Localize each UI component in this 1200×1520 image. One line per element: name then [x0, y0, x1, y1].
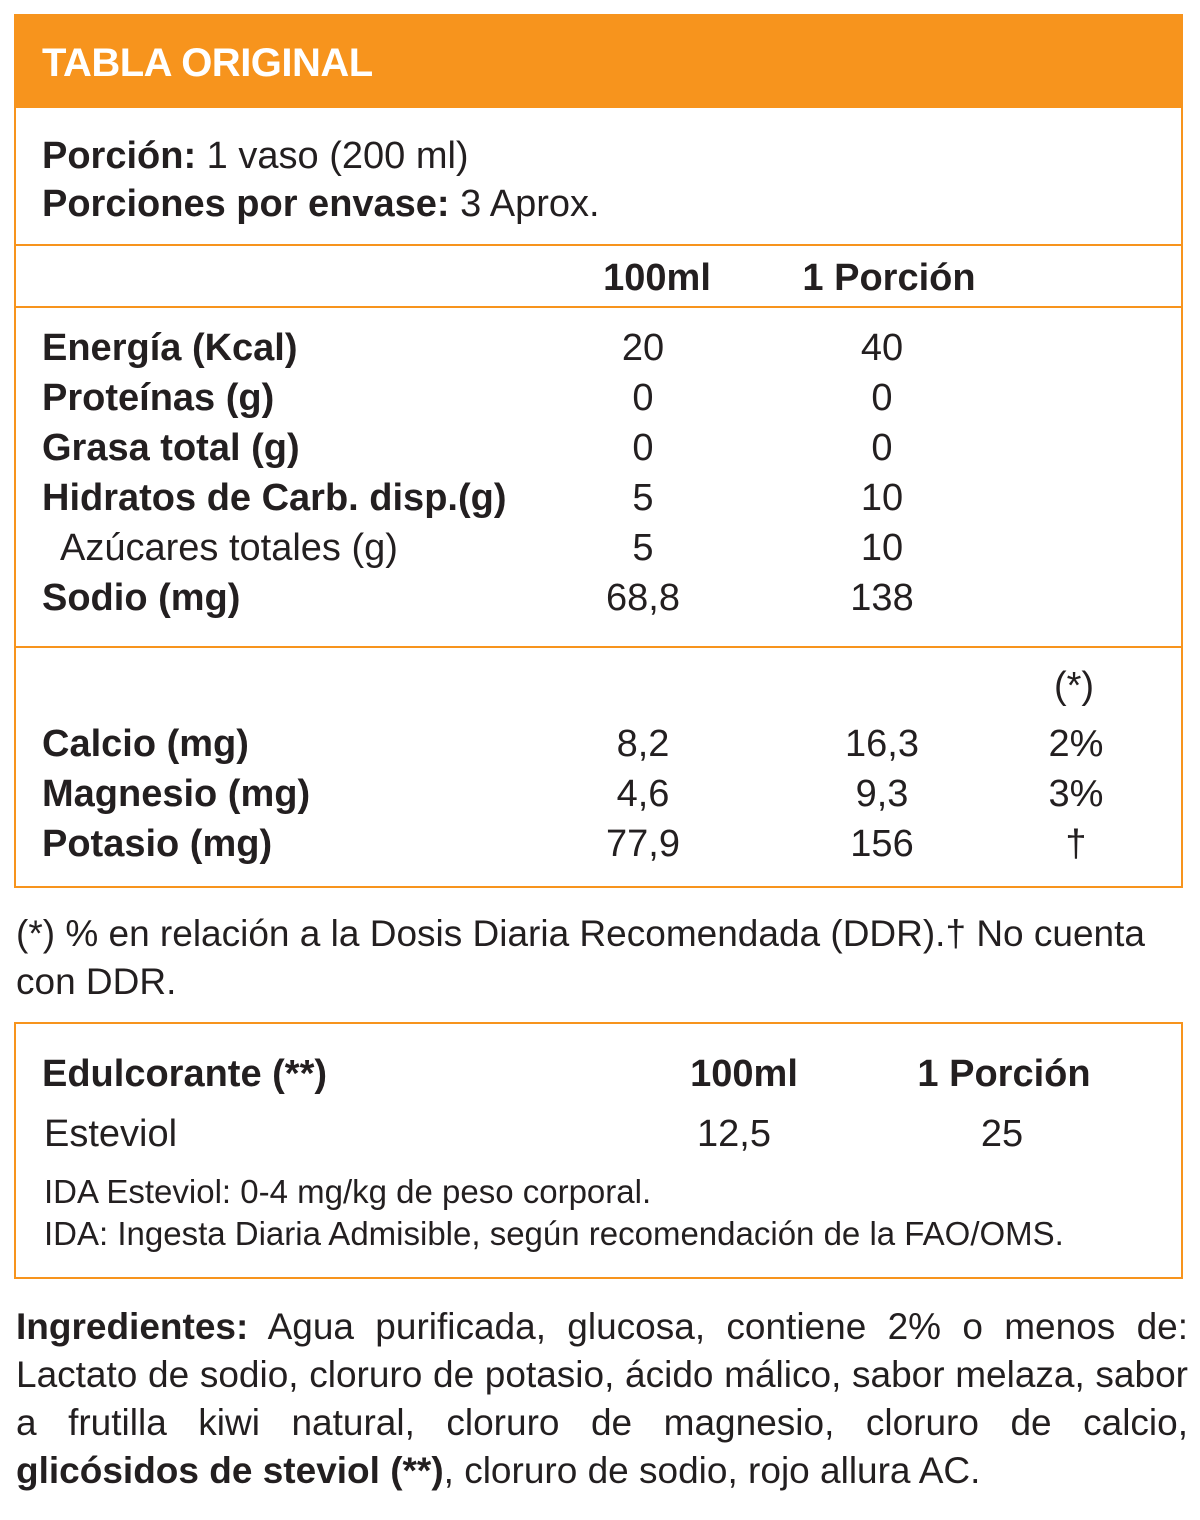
divider [16, 244, 1181, 246]
nutrient-label: Proteínas (g) [42, 377, 275, 419]
ingredients-label: Ingredientes: [16, 1306, 249, 1347]
ddr-footnote: (*) % en relación a la Dosis Diaria Reco… [16, 913, 1145, 1002]
ingredients-paragraph: Ingredientes: Agua purificada, glucosa, … [16, 1303, 1188, 1495]
nutrient-label: Grasa total (g) [42, 427, 300, 469]
ida-definition: IDA: Ingesta Diaria Admisible, según rec… [44, 1215, 1064, 1252]
mineral-label: Calcio (mg) [42, 723, 249, 765]
mineral-value-100ml: 8,2 [616, 723, 670, 765]
nutrient-label: Azúcares totales (g) [60, 527, 398, 569]
ddr-column-header: (*) [1053, 665, 1095, 707]
nutrient-label: Sodio (mg) [42, 577, 241, 619]
sweetener-header-label: Edulcorante (**) [42, 1053, 328, 1095]
servings-per-pack-value: 3 Aprox. [449, 183, 600, 225]
sweetener-column-portion: 1 Porción [917, 1053, 1091, 1095]
nutrient-label: Energía (Kcal) [42, 327, 298, 369]
divider [16, 306, 1181, 308]
sweetener-table: Edulcorante (**) 100ml 1 Porción Estevio… [14, 1022, 1183, 1279]
column-header-portion: 1 Porción [802, 257, 976, 299]
mineral-label: Magnesio (mg) [42, 773, 311, 815]
portion-line: Porción: 1 vaso (200 ml) [42, 132, 469, 180]
nutrient-value-portion: 10 [860, 527, 904, 569]
nutrient-value-100ml: 68,8 [606, 577, 680, 619]
mineral-ddr-percent: 2% [1048, 723, 1104, 765]
mineral-value-100ml: 77,9 [606, 823, 680, 865]
ingredients-bold-part: glicósidos de steviol (**) [16, 1450, 444, 1491]
nutrient-value-100ml: 5 [632, 477, 654, 519]
divider [16, 646, 1181, 648]
nutrient-value-portion: 10 [860, 477, 904, 519]
nutrition-table: TABLA ORIGINAL Porción: 1 vaso (200 ml) … [14, 14, 1183, 888]
ingredients-text-end: , cloruro de sodio, rojo allura AC. [443, 1450, 981, 1491]
servings-per-pack-line: Porciones por envase: 3 Aprox. [42, 180, 600, 228]
nutrient-value-portion: 0 [871, 427, 893, 469]
servings-per-pack-label: Porciones por envase: [42, 183, 450, 225]
nutrient-value-portion: 138 [850, 577, 914, 619]
nutrient-value-100ml: 0 [632, 427, 654, 469]
mineral-value-portion: 16,3 [845, 723, 919, 765]
mineral-ddr-percent: 3% [1048, 773, 1104, 815]
nutrient-label: Hidratos de Carb. disp.(g) [42, 477, 507, 519]
portion-label: Porción: [42, 135, 197, 177]
nutrient-value-100ml: 0 [632, 377, 654, 419]
ida-line: IDA Esteviol: 0-4 mg/kg de peso corporal… [44, 1173, 652, 1210]
nutrient-value-100ml: 20 [621, 327, 665, 369]
portion-value: 1 vaso (200 ml) [196, 135, 469, 177]
column-header-100ml: 100ml [603, 257, 711, 299]
nutrient-value-portion: 0 [871, 377, 893, 419]
table-header: TABLA ORIGINAL [16, 16, 1181, 108]
nutrient-value-100ml: 5 [632, 527, 654, 569]
mineral-ddr-percent: † [1065, 823, 1087, 865]
sweetener-value-100ml: 12,5 [697, 1113, 771, 1155]
sweetener-value-portion: 25 [980, 1113, 1024, 1155]
mineral-value-portion: 9,3 [855, 773, 909, 815]
sweetener-column-100ml: 100ml [690, 1053, 798, 1095]
nutrient-value-portion: 40 [860, 327, 904, 369]
sweetener-name: Esteviol [44, 1113, 178, 1155]
table-title: TABLA ORIGINAL [42, 41, 373, 85]
mineral-value-portion: 156 [850, 823, 914, 865]
mineral-value-100ml: 4,6 [616, 773, 670, 815]
mineral-label: Potasio (mg) [42, 823, 273, 865]
ingredients-text: Agua purificada, glucosa, contiene 2% o … [16, 1306, 1188, 1443]
